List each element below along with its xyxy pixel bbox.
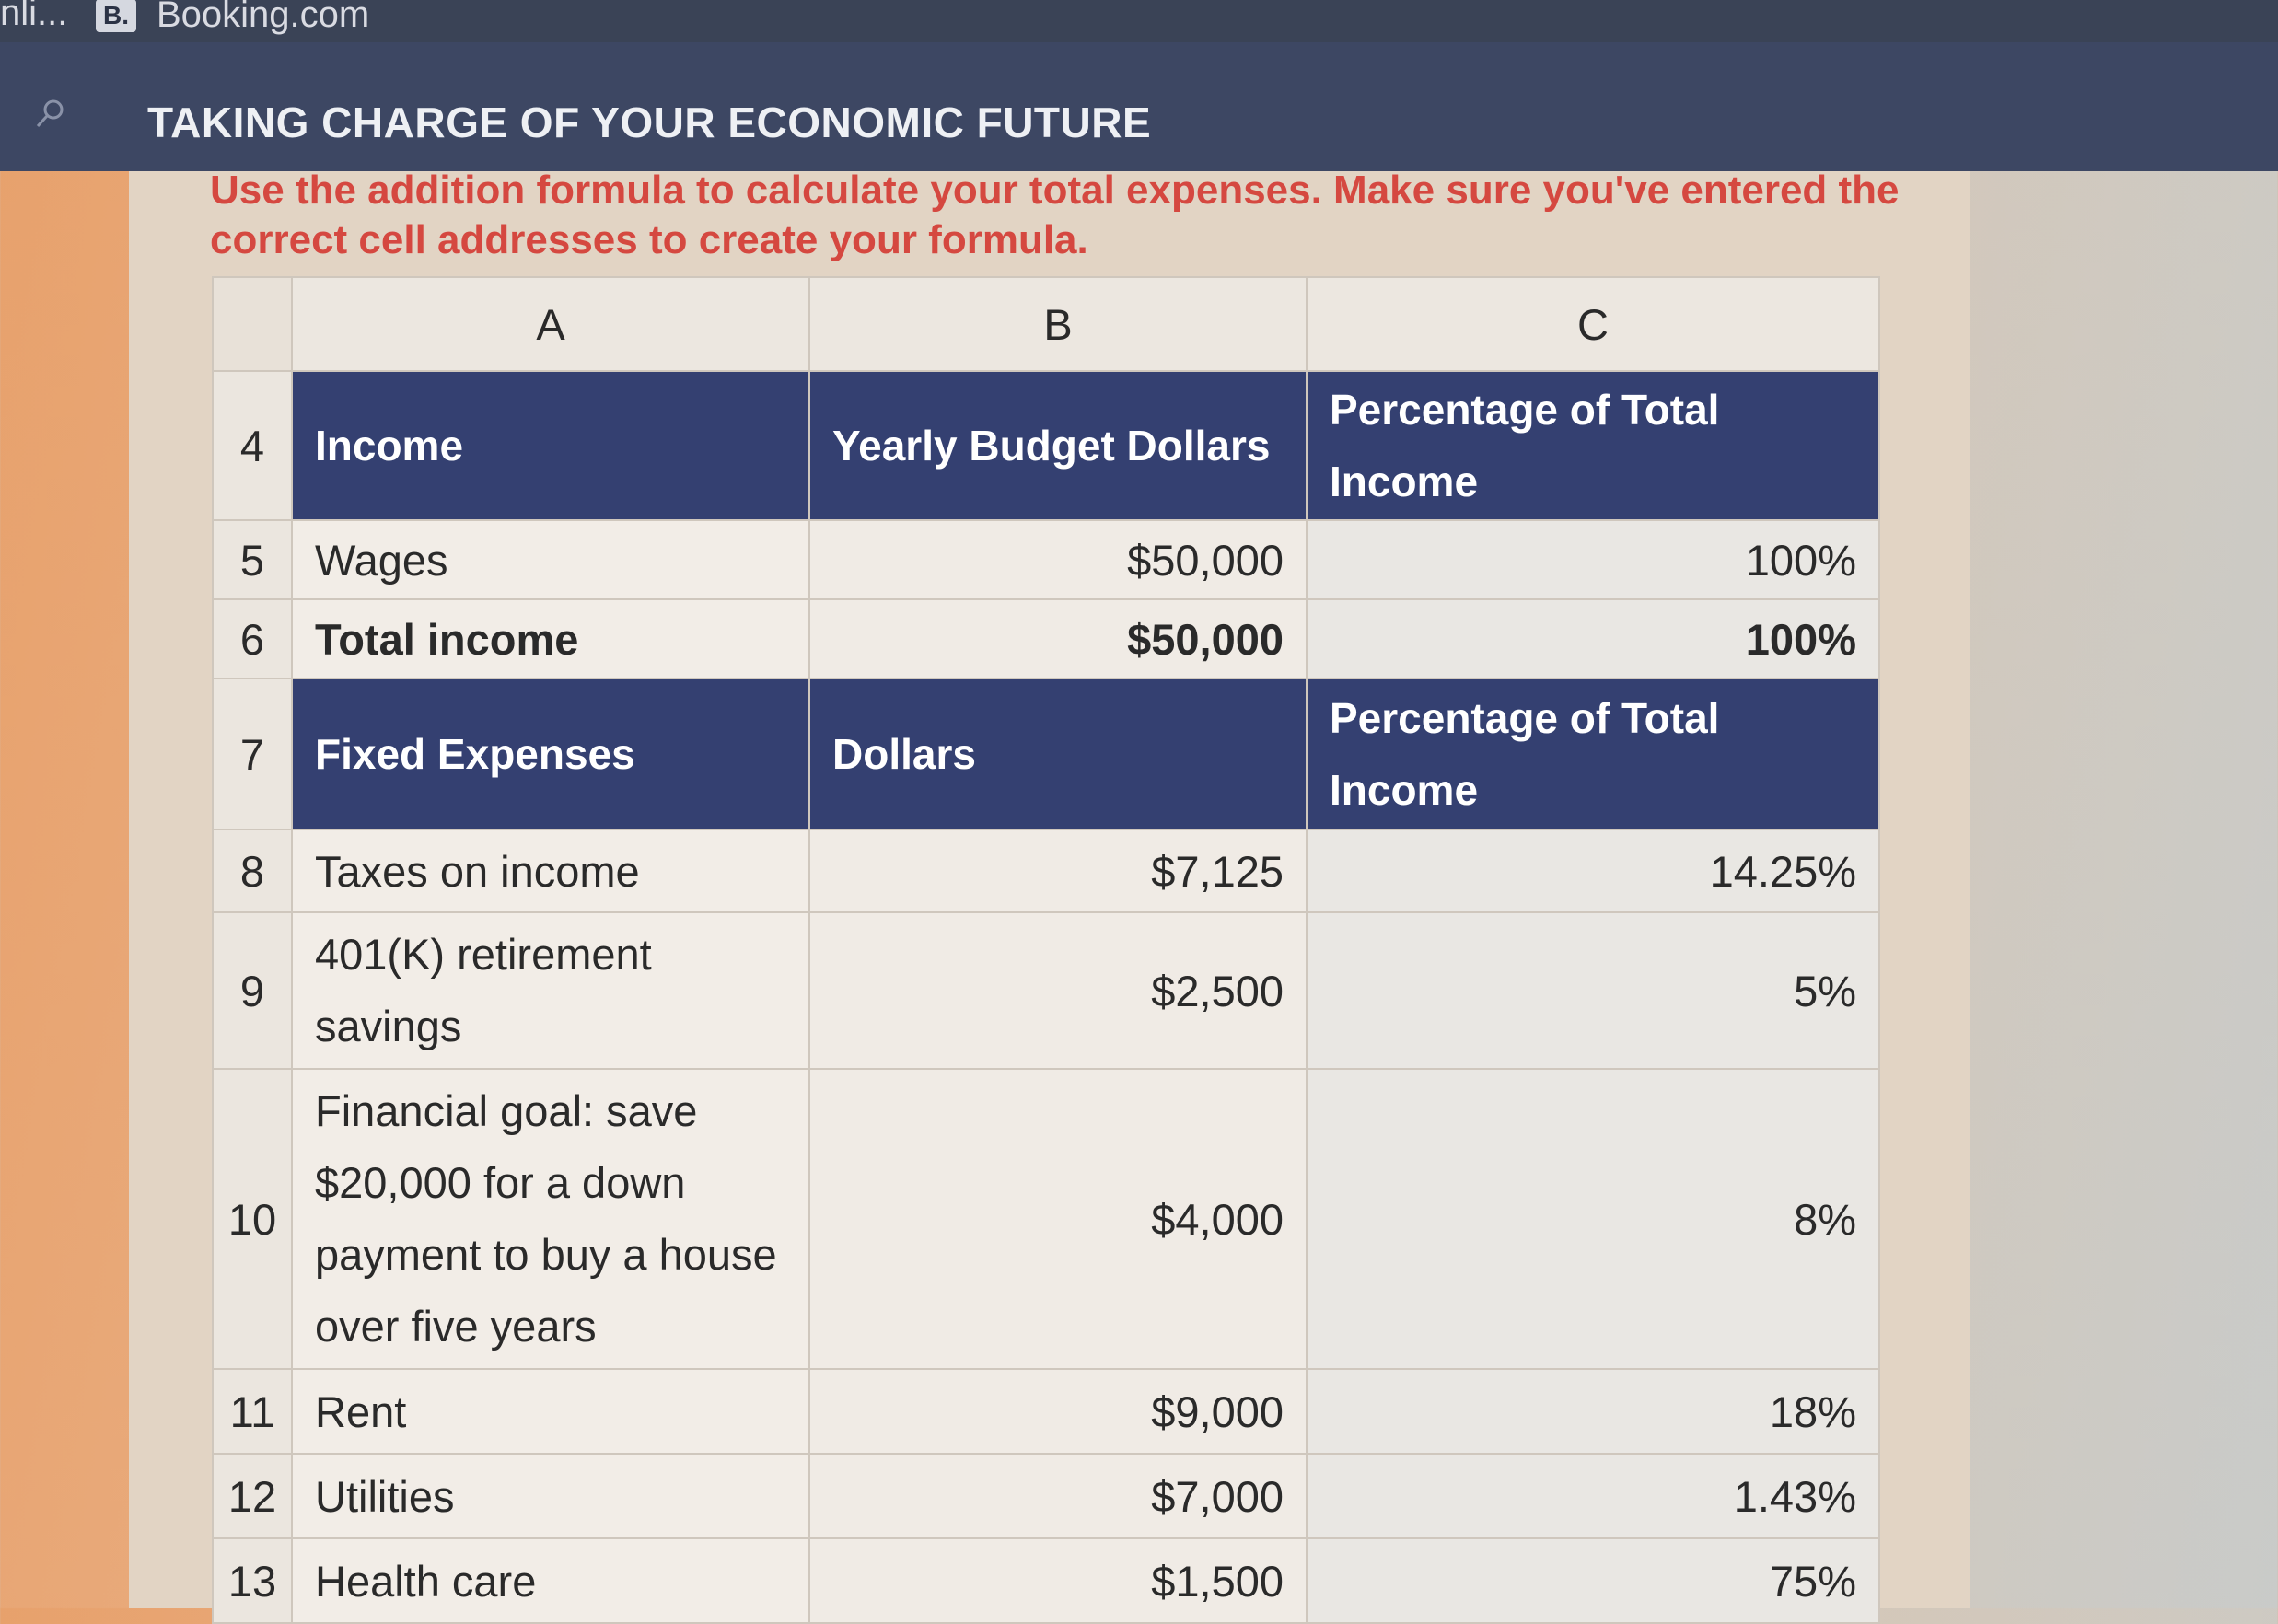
search-icon[interactable] [35,98,66,129]
app-header: TAKING CHARGE OF YOUR ECONOMIC FUTURE [0,42,2278,171]
cell-a11[interactable]: Rent [291,1368,810,1455]
cell-b7[interactable]: Dollars [808,678,1308,830]
cell-b12[interactable]: $7,000 [808,1453,1308,1539]
page-title: TAKING CHARGE OF YOUR ECONOMIC FUTURE [147,99,1152,146]
cell-b10[interactable]: $4,000 [808,1068,1308,1370]
cell-c12[interactable]: 1.43% [1306,1453,1880,1539]
row-number[interactable]: 10 [212,1068,293,1370]
table-row: 5 Wages $50,000 100% [212,519,1880,600]
table-row: 4 Income Yearly Budget Dollars Percentag… [212,370,1880,521]
row-number[interactable]: 13 [212,1537,293,1624]
browser-tab-booking[interactable]: B. Booking.com [96,0,369,36]
cell-c5[interactable]: 100% [1306,519,1880,600]
cell-b5[interactable]: $50,000 [808,519,1308,600]
cell-b8[interactable]: $7,125 [808,829,1308,913]
column-header-row: A B C [212,276,1880,372]
booking-favicon-icon: B. [96,0,136,32]
corner-cell[interactable] [212,276,293,372]
cell-a8[interactable]: Taxes on income [291,829,810,913]
cell-c10[interactable]: 8% [1306,1068,1880,1370]
cell-b4[interactable]: Yearly Budget Dollars [808,370,1308,521]
cell-a5[interactable]: Wages [291,519,810,600]
table-row: 8 Taxes on income $7,125 14.25% [212,829,1880,913]
row-number[interactable]: 11 [212,1368,293,1455]
table-row: 11 Rent $9,000 18% [212,1368,1880,1455]
cell-c9[interactable]: 5% [1306,911,1880,1070]
row-number[interactable]: 4 [212,370,293,521]
cell-b9[interactable]: $2,500 [808,911,1308,1070]
browser-tab-partial[interactable]: nli... [0,0,68,33]
instructions-text: Use the addition formula to calculate yo… [210,168,1900,262]
column-header-c[interactable]: C [1306,276,1880,372]
cell-b6[interactable]: $50,000 [808,598,1308,679]
cell-c7[interactable]: Percentage of Total Income [1306,678,1880,830]
table-row: 13 Health care $1,500 75% [212,1537,1880,1624]
table-row: 6 Total income $50,000 100% [212,598,1880,679]
cell-c4[interactable]: Percentage of Total Income [1306,370,1880,521]
cell-a4[interactable]: Income [291,370,810,521]
cell-c11[interactable]: 18% [1306,1368,1880,1455]
cell-a13[interactable]: Health care [291,1537,810,1624]
row-number[interactable]: 6 [212,598,293,679]
browser-tab-bar: nli... B. Booking.com [0,0,2278,42]
table-row: 7 Fixed Expenses Dollars Percentage of T… [212,678,1880,830]
table-row: 12 Utilities $7,000 1.43% [212,1453,1880,1539]
row-number[interactable]: 12 [212,1453,293,1539]
row-number[interactable]: 8 [212,829,293,913]
cell-a12[interactable]: Utilities [291,1453,810,1539]
cell-c8[interactable]: 14.25% [1306,829,1880,913]
browser-tab-title: Booking.com [157,0,370,35]
spreadsheet-table: A B C 4 Income Yearly Budget Dollars Per… [212,276,1880,1624]
column-header-b[interactable]: B [808,276,1308,372]
cell-a10[interactable]: Financial goal: save $20,000 for a down … [291,1068,810,1370]
cell-c13[interactable]: 75% [1306,1537,1880,1624]
row-number[interactable]: 7 [212,678,293,830]
table-row: 9 401(K) retirement savings $2,500 5% [212,911,1880,1070]
cell-a9[interactable]: 401(K) retirement savings [291,911,810,1070]
row-number[interactable]: 5 [212,519,293,600]
cell-a7[interactable]: Fixed Expenses [291,678,810,830]
cell-c6[interactable]: 100% [1306,598,1880,679]
row-number[interactable]: 9 [212,911,293,1070]
cell-b11[interactable]: $9,000 [808,1368,1308,1455]
column-header-a[interactable]: A [291,276,810,372]
table-row: 10 Financial goal: save $20,000 for a do… [212,1068,1880,1370]
cell-a6[interactable]: Total income [291,598,810,679]
cell-b13[interactable]: $1,500 [808,1537,1308,1624]
